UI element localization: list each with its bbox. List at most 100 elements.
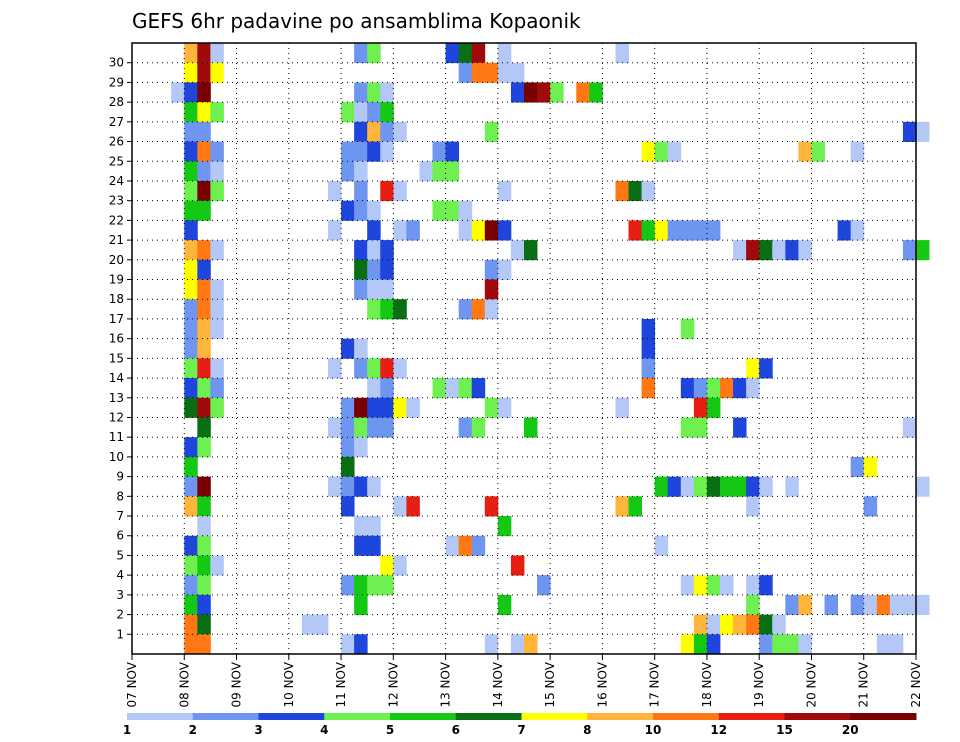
precip-cell bbox=[628, 496, 642, 517]
precip-cell bbox=[759, 358, 773, 379]
legend-swatch bbox=[455, 713, 522, 720]
precip-cell bbox=[197, 43, 211, 64]
precip-cell bbox=[210, 299, 224, 320]
legend-swatch bbox=[521, 713, 588, 720]
precip-cell bbox=[197, 121, 211, 142]
precip-cell bbox=[184, 476, 198, 497]
precip-cell bbox=[706, 378, 721, 399]
precip-cell bbox=[759, 634, 773, 655]
precip-cell bbox=[876, 634, 891, 655]
precip-cell bbox=[524, 82, 538, 103]
precip-cell bbox=[484, 121, 499, 142]
x-tick-label: 11 NOV bbox=[334, 661, 348, 707]
precip-cell bbox=[693, 397, 708, 418]
precip-cell bbox=[210, 161, 224, 182]
precip-cell bbox=[393, 397, 407, 418]
precip-cell bbox=[380, 82, 394, 103]
precip-cell bbox=[354, 476, 368, 497]
precip-cell bbox=[746, 240, 760, 261]
precip-cell bbox=[706, 614, 721, 635]
precip-cell bbox=[706, 575, 721, 596]
precip-cell bbox=[380, 555, 394, 576]
precip-cell bbox=[354, 575, 368, 596]
precip-cell bbox=[824, 594, 838, 615]
precip-cell bbox=[785, 594, 799, 615]
precip-cell bbox=[328, 476, 342, 497]
precip-cell bbox=[432, 141, 446, 162]
precip-cell bbox=[367, 141, 381, 162]
precip-cell bbox=[210, 378, 224, 399]
precip-cell bbox=[210, 102, 224, 123]
precip-cell bbox=[484, 220, 499, 241]
precip-cell bbox=[184, 161, 198, 182]
precip-cell bbox=[746, 614, 760, 635]
precip-cell bbox=[916, 476, 930, 497]
precip-cell bbox=[197, 62, 211, 83]
x-tick-label: 18 NOV bbox=[700, 661, 714, 707]
y-tick-label: 3 bbox=[116, 588, 124, 602]
legend-swatch bbox=[784, 713, 851, 720]
x-tick-label: 13 NOV bbox=[439, 661, 453, 707]
precip-cell bbox=[628, 220, 642, 241]
y-tick-label: 13 bbox=[109, 391, 124, 405]
precip-cell bbox=[432, 200, 446, 221]
precip-cell bbox=[902, 417, 917, 438]
precip-cell bbox=[693, 476, 708, 497]
precip-cell bbox=[720, 575, 734, 596]
precip-cell bbox=[680, 476, 695, 497]
precip-cell bbox=[197, 141, 211, 162]
precip-cell bbox=[354, 358, 368, 379]
precip-cell bbox=[197, 535, 211, 556]
x-tick-label: 14 NOV bbox=[491, 661, 505, 707]
precip-cell bbox=[328, 417, 342, 438]
precip-cell bbox=[680, 417, 695, 438]
precip-cell bbox=[184, 358, 198, 379]
y-tick-label: 29 bbox=[109, 75, 124, 89]
precip-cell bbox=[889, 634, 904, 655]
precip-cell bbox=[380, 575, 394, 596]
precip-cell bbox=[367, 43, 381, 64]
precip-cell bbox=[197, 82, 211, 103]
precip-cell bbox=[341, 102, 355, 123]
precip-cell bbox=[184, 220, 198, 241]
precip-cell bbox=[354, 397, 368, 418]
legend-label: 6 bbox=[452, 723, 460, 737]
y-tick-label: 16 bbox=[109, 332, 124, 346]
precip-cell bbox=[693, 634, 708, 655]
x-axis: 07 NOV 08 NOV 09 NOV 10 NOV 11 NOV 12 NOV 13 N… bbox=[125, 654, 923, 708]
precip-cell bbox=[380, 358, 394, 379]
precip-cell bbox=[184, 62, 198, 83]
precip-cell bbox=[197, 575, 211, 596]
precip-cell bbox=[733, 614, 747, 635]
precip-cell bbox=[197, 180, 211, 202]
precip-cell bbox=[667, 141, 682, 162]
precip-cell bbox=[641, 141, 656, 162]
precip-cell bbox=[759, 575, 773, 596]
precip-cell bbox=[367, 121, 381, 142]
precip-cell bbox=[380, 378, 394, 399]
precip-cell bbox=[471, 378, 486, 399]
precip-cell bbox=[354, 259, 368, 280]
y-tick-label: 1 bbox=[116, 627, 124, 641]
precip-cell bbox=[667, 476, 682, 497]
precip-cell bbox=[197, 378, 211, 399]
x-tick-label: 20 NOV bbox=[804, 661, 818, 707]
precip-cell bbox=[380, 180, 394, 202]
precip-cell bbox=[706, 220, 721, 241]
precip-cell bbox=[197, 417, 211, 438]
x-tick-label: 15 NOV bbox=[543, 661, 557, 707]
plot-frame bbox=[131, 42, 917, 655]
legend-label: 15 bbox=[776, 723, 793, 737]
precip-cell bbox=[367, 82, 381, 103]
precip-cell bbox=[615, 43, 629, 64]
precip-cell bbox=[641, 378, 656, 399]
precip-cell bbox=[406, 220, 420, 241]
precip-cell bbox=[524, 240, 538, 261]
y-tick-label: 7 bbox=[116, 509, 124, 523]
precip-cell bbox=[471, 62, 486, 83]
precip-cell bbox=[393, 121, 407, 142]
precip-cell bbox=[314, 614, 329, 635]
y-tick-label: 27 bbox=[109, 115, 124, 129]
precip-cell bbox=[798, 141, 812, 162]
